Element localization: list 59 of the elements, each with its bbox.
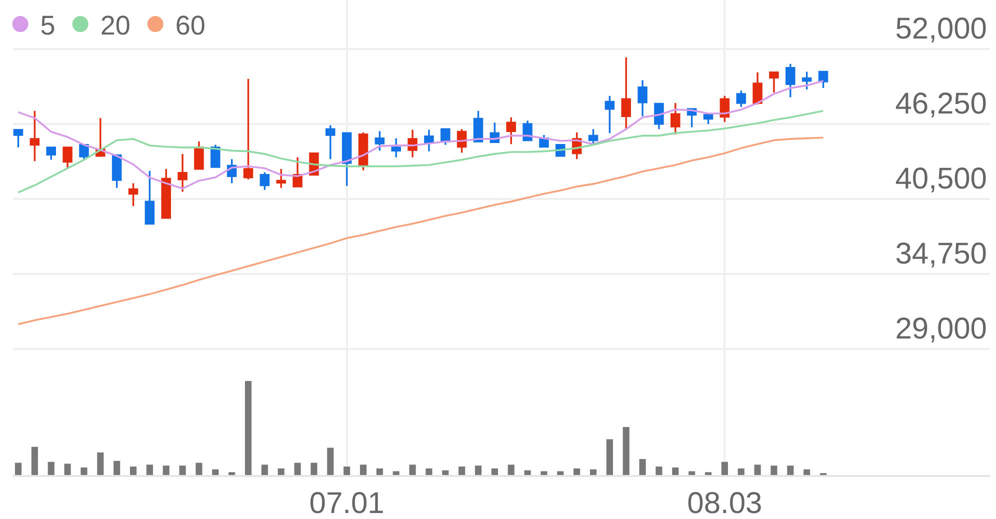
bar: [557, 471, 564, 475]
bar: [278, 468, 284, 475]
bar: [162, 466, 170, 475]
bar: [442, 470, 449, 475]
bar: [392, 471, 400, 475]
bar: [360, 464, 367, 475]
bar: [212, 469, 219, 475]
bar: [787, 466, 794, 475]
bar: [228, 472, 236, 475]
bar: [804, 469, 810, 475]
bar: [738, 468, 744, 475]
bar: [130, 466, 137, 475]
x-tick-label: 07.01: [309, 487, 384, 519]
bar: [721, 462, 728, 475]
y-tick-label: 40,500: [895, 162, 987, 196]
y-tick-label: 34,750: [895, 237, 987, 270]
bar: [14, 462, 22, 475]
bar: [458, 466, 466, 475]
bar: [344, 466, 350, 475]
bar: [64, 464, 71, 475]
bar: [376, 468, 383, 475]
bar: [524, 470, 531, 475]
bar: [310, 462, 318, 475]
legend-label: 60: [175, 10, 206, 41]
bar: [754, 464, 761, 475]
bar: [97, 452, 104, 475]
bar: [409, 464, 416, 475]
bar: [31, 446, 38, 475]
bar: [491, 468, 498, 475]
bar: [426, 468, 432, 475]
legend-label: 5: [40, 10, 56, 41]
bar: [688, 471, 696, 475]
bar: [574, 468, 580, 475]
bar: [179, 466, 186, 475]
bar: [244, 381, 252, 475]
bar: [639, 459, 646, 475]
y-tick-label: 46,250: [895, 87, 987, 120]
bar: [80, 467, 88, 475]
bar: [622, 427, 630, 475]
bar: [770, 466, 778, 475]
bar: [672, 467, 679, 475]
bar: [590, 469, 597, 475]
bar: [146, 464, 153, 475]
y-tick-label: 52,000: [895, 12, 987, 46]
x-tick-label: 08.03: [687, 487, 762, 519]
bar: [114, 460, 120, 475]
bar: [196, 462, 202, 475]
bar: [474, 466, 482, 475]
legend-label: 20: [100, 10, 130, 41]
bar: [327, 448, 334, 475]
bar: [294, 462, 301, 475]
bar: [261, 464, 268, 475]
y-tick-label: 29,000: [895, 312, 987, 346]
bar: [606, 439, 613, 475]
bar: [704, 472, 712, 475]
bar: [508, 464, 514, 475]
bar: [656, 466, 662, 475]
bar: [540, 471, 548, 475]
bar: [48, 462, 54, 475]
